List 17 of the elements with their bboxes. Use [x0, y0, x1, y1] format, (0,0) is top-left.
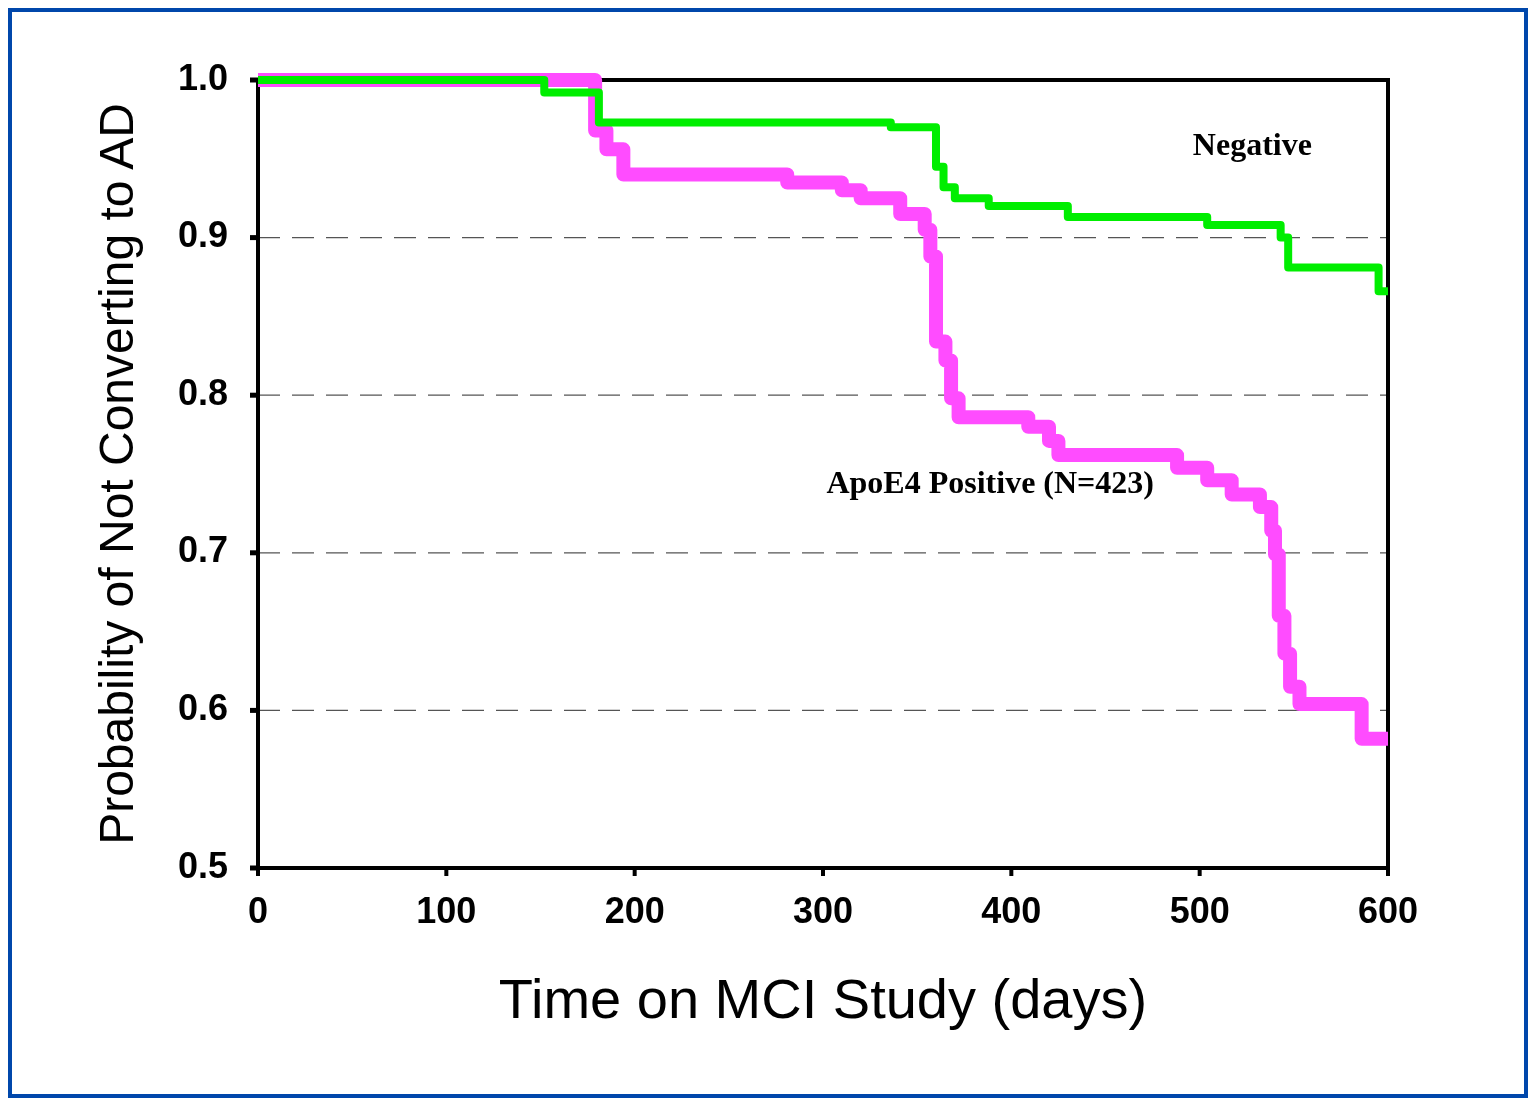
x-tick-label: 300 — [792, 890, 854, 931]
x-tick-label: 0 — [247, 890, 269, 931]
y-tick-label: 0.8 — [177, 371, 228, 413]
x-axis-title: Time on MCI Study (days) — [498, 967, 1148, 1030]
x-tick-label: 500 — [1169, 890, 1230, 931]
x-tick-label: 200 — [604, 890, 665, 931]
y-tick-label: 0.6 — [177, 686, 228, 728]
x-tick-label: 600 — [1357, 890, 1419, 931]
y-axis-title: Probability of Not Converting to AD — [90, 103, 143, 845]
x-tick-label: 100 — [416, 890, 477, 931]
y-tick-label: 0.7 — [177, 529, 228, 571]
y-tick-label: 0.9 — [177, 214, 228, 256]
y-tick-label: 1.0 — [177, 56, 228, 98]
series-label: ApoE4 Positive (N=423) — [826, 464, 1155, 501]
x-tick-label: 400 — [981, 890, 1042, 931]
series-label: Negative — [1192, 126, 1312, 162]
y-tick-label: 0.5 — [177, 844, 228, 886]
